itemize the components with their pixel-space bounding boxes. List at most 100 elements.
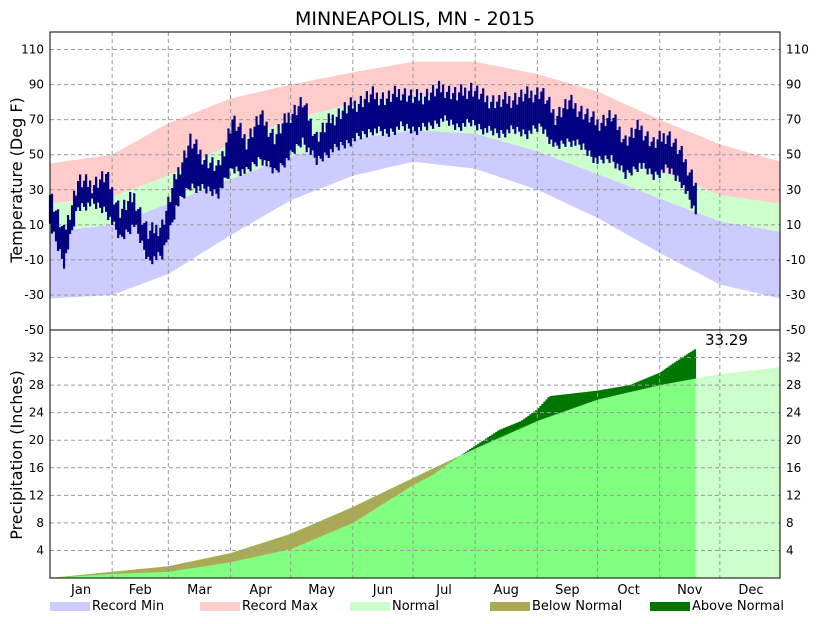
above-normal-precip bbox=[654, 375, 656, 387]
below-normal-precip bbox=[437, 466, 439, 471]
below-normal-precip bbox=[309, 526, 311, 541]
below-normal-precip bbox=[148, 568, 150, 572]
below-normal-precip bbox=[355, 506, 357, 521]
above-normal-precip bbox=[467, 450, 469, 451]
below-normal-precip bbox=[267, 541, 269, 554]
above-normal-precip bbox=[543, 402, 545, 419]
below-normal-precip bbox=[218, 556, 220, 564]
below-normal-precip bbox=[235, 552, 237, 561]
below-normal-precip bbox=[126, 570, 128, 573]
below-normal-precip bbox=[423, 473, 425, 479]
below-normal-precip bbox=[156, 567, 158, 572]
above-normal-precip bbox=[525, 417, 527, 426]
below-normal-precip bbox=[345, 510, 347, 526]
below-normal-precip bbox=[323, 520, 325, 536]
below-normal-precip bbox=[178, 564, 180, 570]
precipitation-tick-left: 32 bbox=[29, 351, 44, 365]
below-normal-precip bbox=[112, 572, 114, 574]
below-normal-precip bbox=[397, 485, 399, 494]
below-normal-precip bbox=[271, 540, 273, 553]
below-normal-precip bbox=[349, 508, 351, 524]
above-normal-precip bbox=[630, 385, 632, 392]
below-normal-precip bbox=[174, 565, 176, 571]
below-normal-precip bbox=[150, 568, 152, 572]
below-normal-precip bbox=[241, 550, 243, 560]
below-normal-precip bbox=[389, 489, 391, 499]
above-normal-precip bbox=[612, 388, 614, 396]
below-normal-precip bbox=[100, 573, 102, 575]
precipitation-tick-right: 20 bbox=[786, 433, 801, 447]
below-normal-precip bbox=[124, 571, 126, 574]
below-normal-precip bbox=[146, 568, 148, 572]
below-normal-precip bbox=[212, 557, 214, 565]
above-normal-precip bbox=[636, 382, 638, 390]
below-normal-precip bbox=[134, 570, 136, 573]
below-normal-precip bbox=[176, 564, 178, 570]
below-normal-precip bbox=[325, 519, 327, 535]
above-normal-precip bbox=[469, 449, 471, 451]
below-normal-precip bbox=[287, 535, 289, 550]
below-normal-precip bbox=[375, 496, 377, 508]
temperature-tick-left: -10 bbox=[24, 253, 44, 267]
temperature-tick-left: 90 bbox=[29, 78, 44, 92]
temperature-tick-left: -50 bbox=[24, 323, 44, 337]
below-normal-precip bbox=[335, 514, 337, 530]
below-normal-precip bbox=[401, 483, 403, 492]
above-normal-precip bbox=[549, 396, 551, 416]
above-normal-precip bbox=[608, 389, 610, 397]
temperature-tick-right: -10 bbox=[786, 253, 806, 267]
below-normal-precip bbox=[200, 559, 202, 566]
below-normal-precip bbox=[78, 575, 80, 576]
below-normal-precip bbox=[293, 533, 295, 548]
below-normal-precip bbox=[92, 574, 94, 575]
precipitation-tick-left: 20 bbox=[29, 433, 44, 447]
above-normal-precip bbox=[569, 394, 571, 409]
below-normal-precip bbox=[319, 521, 321, 536]
legend-swatch bbox=[200, 602, 240, 611]
below-normal-precip bbox=[196, 560, 198, 567]
month-label: Dec bbox=[738, 583, 763, 598]
below-normal-precip bbox=[311, 525, 313, 540]
below-normal-precip bbox=[443, 463, 445, 466]
below-normal-precip bbox=[299, 530, 301, 545]
below-normal-precip bbox=[369, 499, 371, 512]
temperature-tick-right: 10 bbox=[786, 218, 801, 232]
below-normal-precip bbox=[108, 572, 110, 574]
month-label: Jul bbox=[435, 583, 452, 598]
precipitation-tick-right: 16 bbox=[786, 461, 801, 475]
above-normal-precip bbox=[678, 360, 680, 382]
below-normal-precip bbox=[331, 516, 333, 532]
above-normal-precip bbox=[618, 387, 620, 395]
below-normal-precip bbox=[427, 471, 429, 477]
below-normal-precip bbox=[152, 568, 154, 573]
below-normal-precip bbox=[297, 531, 299, 546]
below-normal-precip bbox=[283, 536, 285, 550]
above-normal-precip bbox=[692, 351, 694, 379]
below-normal-precip bbox=[357, 505, 359, 520]
below-normal-precip bbox=[431, 469, 433, 475]
below-normal-precip bbox=[373, 497, 375, 510]
chart-title: MINNEAPOLIS, MN - 2015 bbox=[295, 8, 535, 30]
below-normal-precip bbox=[305, 527, 307, 542]
below-normal-precip bbox=[265, 542, 267, 555]
temperature-tick-right: -50 bbox=[786, 323, 806, 337]
below-normal-precip bbox=[303, 528, 305, 543]
below-normal-precip bbox=[198, 560, 200, 567]
precipitation-tick-right: 32 bbox=[786, 351, 801, 365]
legend-swatch bbox=[50, 602, 90, 611]
month-label: May bbox=[308, 583, 335, 598]
below-normal-precip bbox=[194, 561, 196, 568]
above-normal-precip bbox=[515, 423, 517, 430]
below-normal-precip bbox=[88, 574, 90, 575]
below-normal-precip bbox=[154, 568, 156, 573]
above-normal-precip bbox=[485, 438, 487, 443]
precipitation-axis-label: Precipitation (Inches) bbox=[7, 370, 26, 540]
below-normal-precip bbox=[180, 564, 182, 570]
below-normal-precip bbox=[341, 512, 343, 528]
above-normal-precip bbox=[473, 446, 475, 449]
below-normal-precip bbox=[239, 550, 241, 560]
below-normal-precip bbox=[253, 546, 255, 557]
above-normal-precip bbox=[511, 425, 513, 432]
below-normal-precip bbox=[269, 541, 271, 554]
above-normal-precip bbox=[587, 392, 589, 403]
